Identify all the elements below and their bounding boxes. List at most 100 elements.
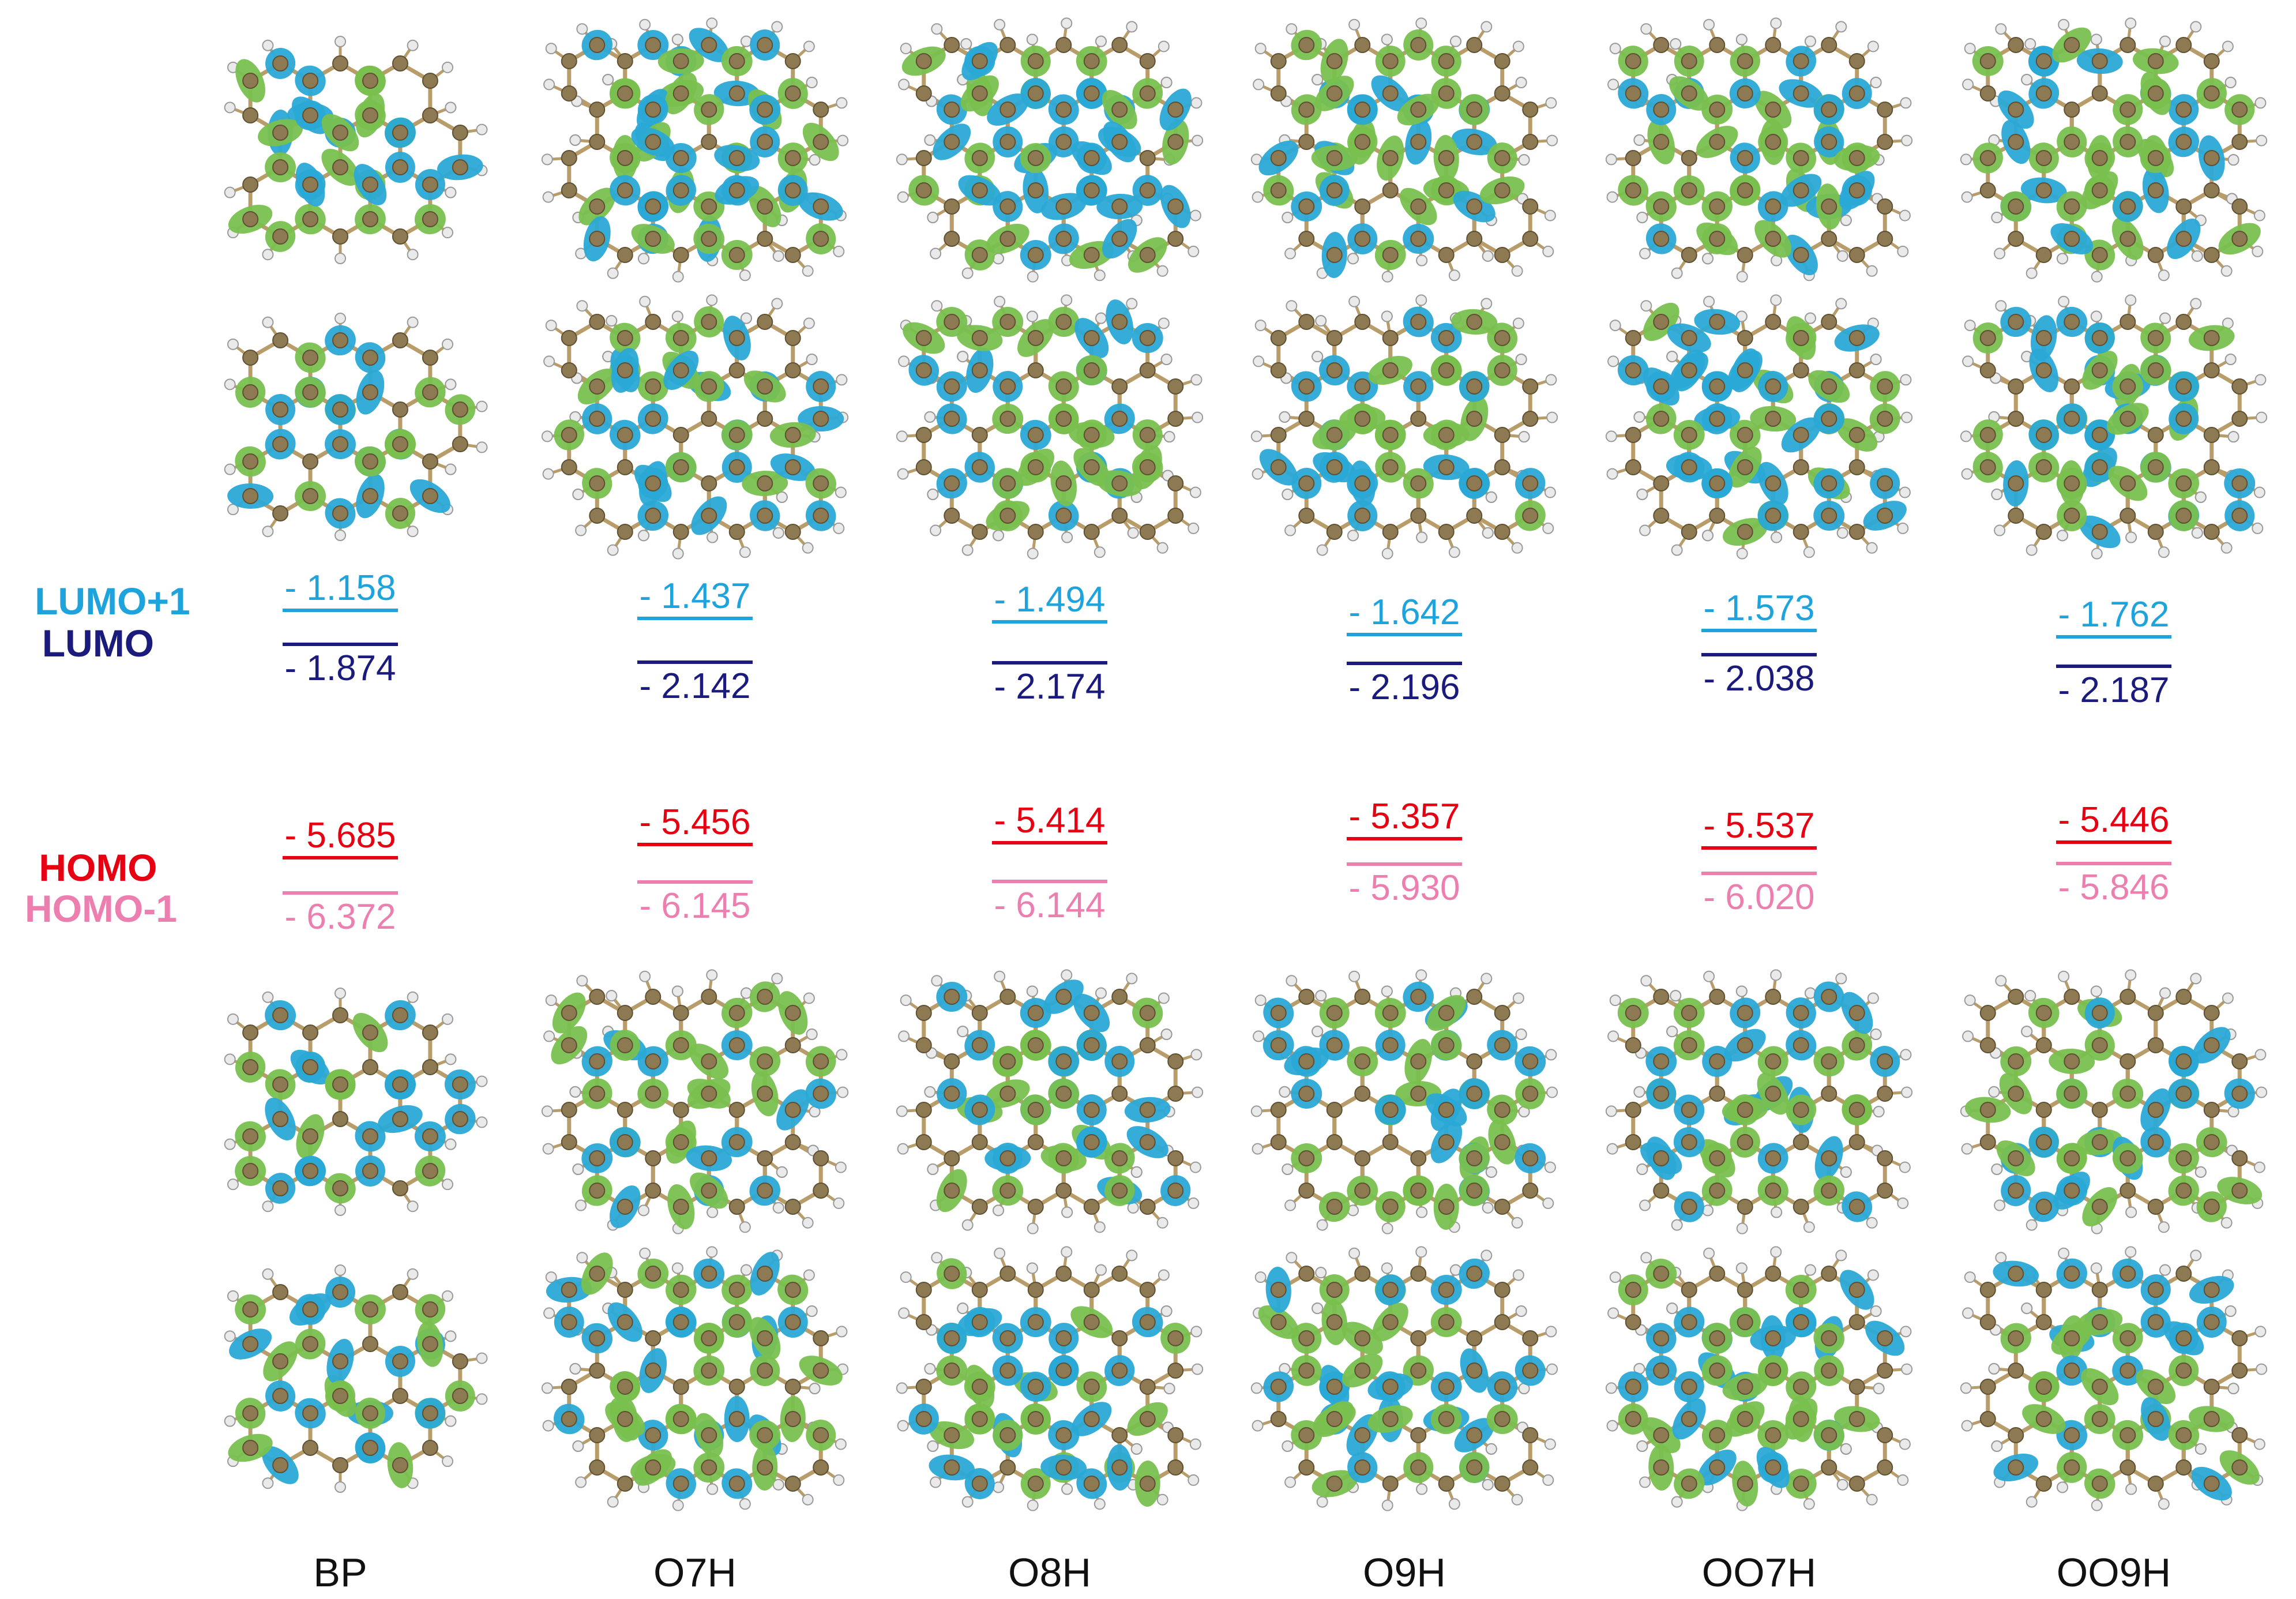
carbon-atom (1139, 1411, 1156, 1427)
carbon-atom (2064, 1427, 2080, 1443)
orbital-image-O7H-homo-minus-1 (541, 1246, 849, 1511)
carbon-atom (784, 1134, 801, 1150)
carbon-atom (1167, 1053, 1184, 1069)
carbon-atom (1326, 1134, 1343, 1150)
carbon-atom (1055, 1427, 1072, 1443)
hydrogen-atom (897, 1143, 909, 1155)
hydrogen-atom (1840, 1166, 1852, 1178)
carbon-atom (1326, 1005, 1343, 1021)
carbon-atom (672, 1411, 689, 1427)
hydrogen-atom (2224, 354, 2237, 365)
carbon-atom (617, 182, 633, 198)
carbon-atom (1466, 1459, 1483, 1476)
hydrogen-atom (545, 320, 557, 332)
carbon-atom (1821, 1266, 1837, 1282)
carbon-atom (1083, 459, 1100, 475)
carbon-atom (1438, 247, 1455, 263)
hydrogen-atom (1988, 1086, 2000, 1098)
carbon-atom (392, 1007, 408, 1023)
hydrogen-atom (1901, 411, 1913, 423)
carbon-atom (1848, 1005, 1865, 1021)
carbon-atom (1139, 85, 1156, 102)
carbon-atom (362, 453, 378, 470)
hydrogen-atom (671, 310, 683, 322)
carbon-atom (2091, 182, 2108, 198)
carbon-atom (1410, 1459, 1427, 1476)
hydrogen-atom (1448, 269, 1460, 281)
hydrogen-atom (1897, 245, 1909, 257)
carbon-atom (1625, 1102, 1641, 1118)
orbital-image-BP-homo-minus-1 (224, 1264, 488, 1493)
hydrogen-atom (1835, 21, 1847, 33)
carbon-atom (1765, 134, 1782, 150)
carbon-atom (2231, 198, 2248, 215)
carbon-atom (242, 1163, 259, 1179)
carbon-atom (999, 475, 1016, 491)
carbon-atom (1382, 1476, 1399, 1492)
hydrogen-atom (543, 1307, 555, 1319)
carbon-atom (2120, 1150, 2136, 1166)
hydrogen-atom (1027, 271, 1039, 283)
carbon-atom (2147, 1005, 2164, 1021)
hydrogen-atom (2057, 530, 2069, 542)
carbon-atom (1848, 330, 1865, 346)
carbon-atom (1139, 459, 1156, 475)
carbon-atom (1270, 1411, 1287, 1427)
carbon-atom (2175, 198, 2192, 215)
carbon-atom (1055, 37, 1072, 53)
hydrogen-atom (671, 33, 683, 46)
hydrogen-atom (445, 1415, 457, 1427)
carbon-atom (1494, 1282, 1510, 1298)
carbon-atom (1382, 1314, 1399, 1330)
carbon-atoms (242, 55, 468, 245)
carbon-atom (272, 159, 289, 175)
hydrogen-atom (1900, 374, 1912, 386)
orbital-lobes (1259, 306, 1546, 531)
carbon-atom (1438, 1199, 1455, 1215)
carbon-atom (1848, 427, 1865, 443)
carbon-atom (1848, 1411, 1865, 1427)
carbon-atom (971, 1037, 988, 1053)
carbon-atom (561, 1134, 577, 1150)
carbon-atom (645, 198, 662, 215)
carbon-atom (2091, 459, 2108, 475)
carbon-atom (1055, 102, 1072, 118)
carbon-atom (1298, 475, 1315, 491)
hydrogen-atom (262, 991, 274, 1003)
hydrogen-atom (1348, 1247, 1361, 1259)
hydrogen-atom (476, 1075, 488, 1087)
carbon-atom (242, 384, 259, 400)
hydrogen-atom (1250, 1382, 1262, 1394)
carbon-atom (561, 53, 577, 69)
carbon-atom (1466, 198, 1483, 215)
hydrogen-atom (576, 1252, 588, 1264)
hydrogen-atom (1347, 530, 1359, 542)
hydrogen-atom (1836, 250, 1848, 262)
carbon-atom (589, 508, 606, 524)
carbon-atom (1737, 330, 1753, 346)
carbon-atom (1354, 102, 1371, 118)
orbital-image-OO9H-lumo (1960, 294, 2268, 560)
carbon-atom (1653, 37, 1670, 53)
carbon-atom (1298, 134, 1315, 150)
energy-value-O9H-lumo-plus-1: - 1.642 (1348, 592, 1460, 632)
hydrogen-atom (835, 1161, 847, 1173)
orbital-lobes (1964, 997, 2263, 1227)
carbon-atom (971, 1379, 988, 1395)
carbon-atom (1653, 1086, 1670, 1102)
carbon-atom (1522, 1086, 1539, 1102)
hydrogen-atom (931, 1252, 943, 1264)
energy-value-OO7H-homo: - 5.537 (1703, 806, 1814, 846)
hydrogen-atom (569, 1086, 581, 1098)
hydrogen-atom (739, 1221, 751, 1233)
carbon-atom (1270, 85, 1287, 102)
hydrogen-atom (957, 1026, 969, 1038)
hydrogen-atom (441, 338, 453, 350)
carbon-atom (2008, 134, 2024, 150)
hydrogen-atom (2227, 431, 2239, 443)
hydrogen-atom (1804, 1264, 1816, 1276)
hydrogen-atom (671, 1262, 683, 1274)
carbon-atom (1877, 102, 1893, 118)
carbon-atom (589, 475, 606, 491)
carbon-atom (2147, 1037, 2164, 1053)
